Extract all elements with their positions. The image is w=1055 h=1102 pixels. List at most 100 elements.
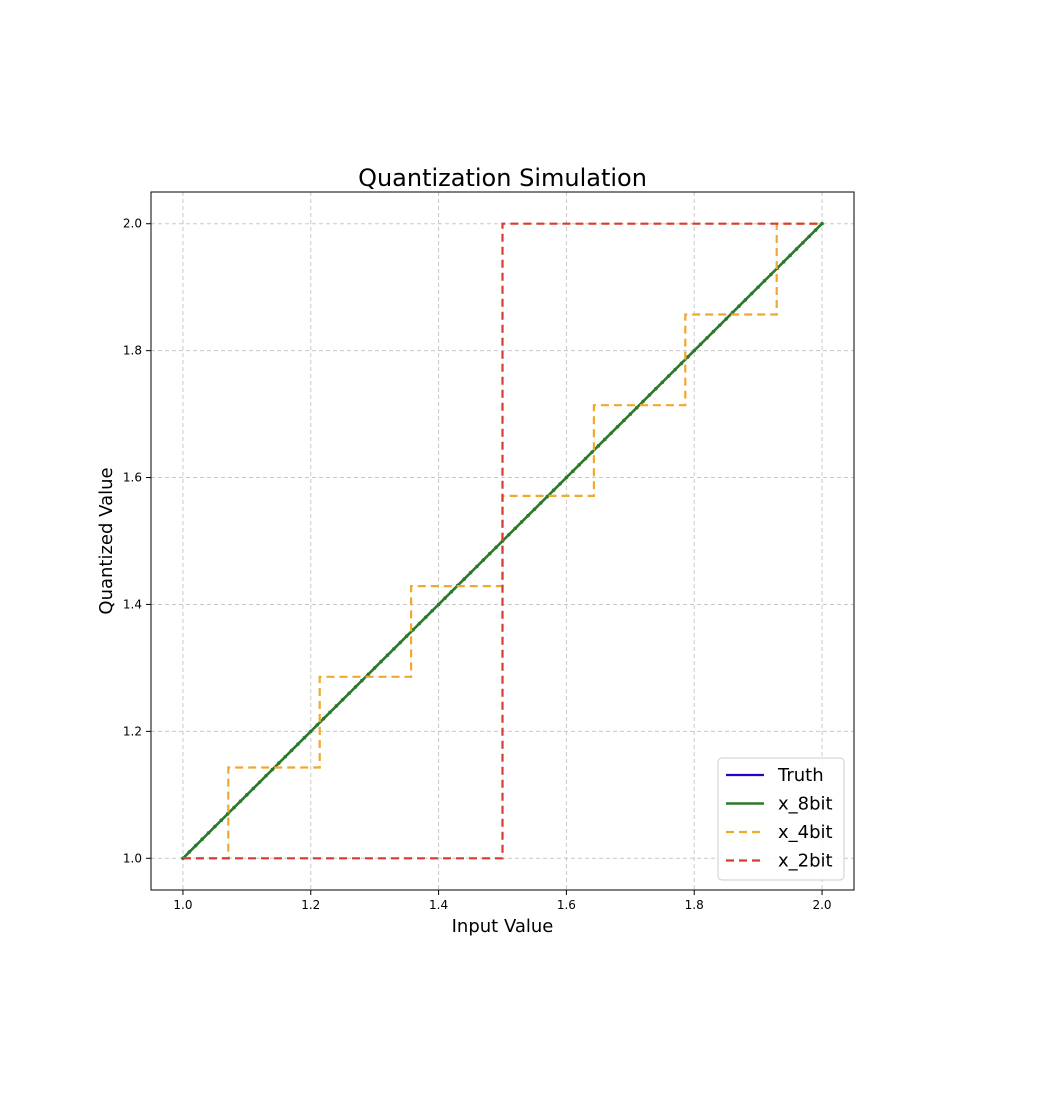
x8bit-marker [449,589,454,594]
legend-label-3: x_2bit [778,851,833,872]
x8bit-marker [200,837,204,842]
x8bit-marker [698,342,703,347]
x8bit-marker [289,748,294,753]
legend: Truth x_8bit x_4bit x_2bit [717,757,845,881]
series-group [181,221,824,861]
x8bit-marker [564,475,569,480]
y-tick-label-4: 1.8 [123,344,142,358]
x8bit-marker [666,374,671,378]
x8bit-marker [270,767,275,772]
x8bit-marker [660,380,665,385]
x8bit-marker [513,526,518,531]
x8bit-marker [277,761,281,765]
x8bit-marker [583,456,588,461]
x8bit-marker [468,570,473,575]
x8bit-marker [807,234,812,239]
x8bit-marker [609,431,613,435]
x8bit-marker [372,666,377,670]
x8bit-marker [353,685,358,689]
x8bit-marker [743,298,748,302]
x8bit-marker [545,494,550,499]
x8bit-marker [347,691,351,696]
x8bit-marker [213,824,217,829]
x8bit-marker [532,507,537,512]
x8bit-marker [283,754,288,759]
x8bit-marker [475,564,479,569]
x8bit-marker [232,805,236,810]
x8bit-marker [571,469,575,474]
x8bit-markers [181,221,824,861]
x8bit-marker [673,367,677,372]
y-tick-label-5: 2.0 [123,217,142,231]
x8bit-marker [385,653,390,658]
x8bit-marker [558,482,562,486]
x8bit-marker [717,323,722,328]
x8bit-marker [315,723,319,727]
x8bit-marker [519,520,524,524]
x8bit-marker [507,532,511,537]
x8bit-marker [481,558,486,562]
x8bit-marker [219,818,224,822]
x8bit-marker [245,793,249,797]
x8bit-marker [430,609,435,613]
x8bit-marker [424,615,428,619]
y-tick-label-0: 1.0 [123,851,142,865]
y-tick-label-3: 1.6 [123,471,142,485]
y-tick-label-1: 1.2 [123,724,142,738]
x-tick-label-4: 1.8 [685,898,704,912]
x8bit-marker [494,545,498,550]
x8bit-marker [590,450,594,454]
x8bit-marker [769,272,773,277]
x-tick-label-2: 1.4 [429,898,448,912]
chart-title: Quantization Simulation [358,164,647,192]
x8bit-marker [801,240,805,245]
x8bit-marker [238,799,243,803]
x8bit-marker [302,735,307,740]
x8bit-marker [551,488,556,493]
x8bit-marker [686,355,690,359]
x8bit-marker [404,634,409,638]
x8bit-marker [225,812,230,816]
series-line-x-2bit [183,222,822,860]
x8bit-marker [641,399,645,404]
x8bit-marker [296,742,300,746]
x8bit-marker [788,253,792,258]
legend-label-1: x_8bit [778,794,833,815]
x8bit-marker [187,850,192,854]
x-axis-label: Input Value [452,916,554,937]
x8bit-marker [781,260,786,264]
x8bit-marker [526,513,530,518]
x-tick-label-5: 2.0 [812,898,831,912]
legend-box [717,757,845,881]
x8bit-marker [321,716,326,721]
x8bit-marker [462,577,466,581]
legend-label-2: x_4bit [778,822,833,843]
x8bit-marker [379,659,383,664]
x8bit-marker [602,437,607,442]
x8bit-marker [820,221,824,226]
x8bit-marker [647,393,652,397]
x8bit-marker [737,304,741,309]
x8bit-marker [628,412,633,416]
x8bit-marker [711,329,716,334]
x8bit-marker [756,285,760,289]
x8bit-marker [308,729,313,734]
x8bit-marker [813,228,818,232]
x8bit-marker [692,348,697,353]
x8bit-marker [724,317,728,321]
x8bit-marker [392,647,396,651]
x8bit-marker [622,418,626,423]
x8bit-marker [654,386,658,391]
x8bit-marker [794,247,799,251]
x-tick-label-1: 1.2 [301,898,320,912]
x8bit-marker [360,678,364,683]
x8bit-marker [257,780,262,784]
x-tick-label-3: 1.6 [557,898,576,912]
x8bit-marker [366,672,371,677]
y-axis-label: Quantized Value [96,467,117,614]
x-tick-label-0: 1.0 [173,898,192,912]
x8bit-marker [615,424,620,429]
x8bit-marker [596,444,601,448]
x8bit-marker [251,786,256,791]
